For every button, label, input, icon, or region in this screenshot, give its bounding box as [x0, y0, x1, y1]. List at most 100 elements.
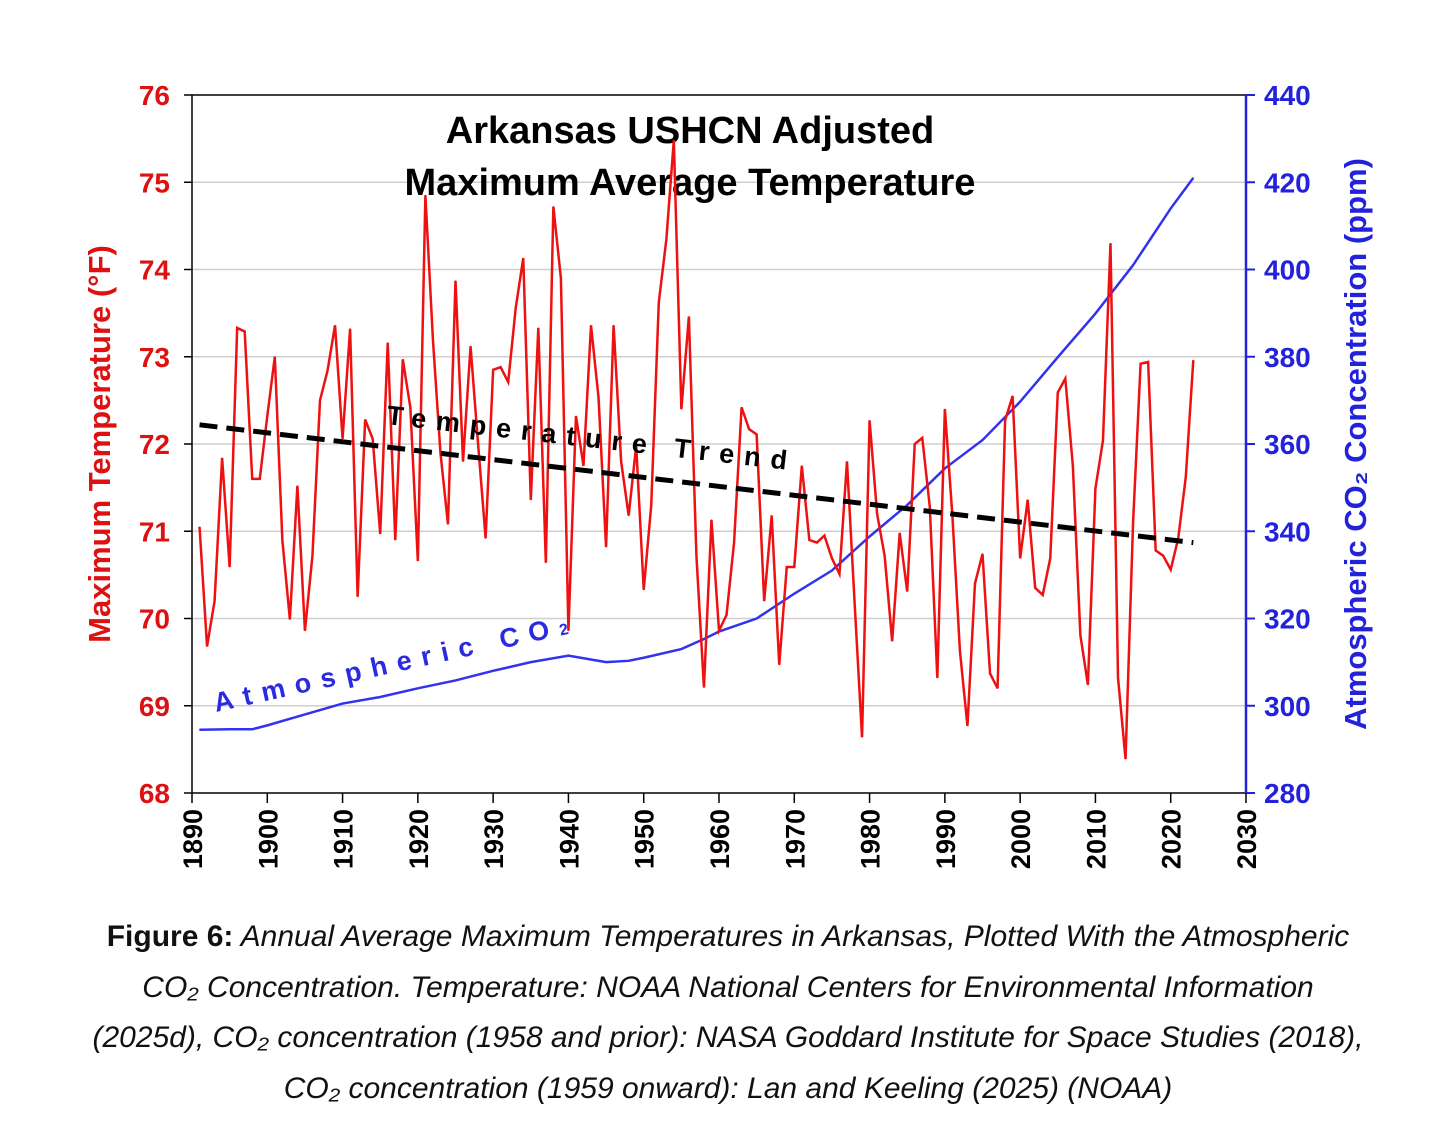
co2-point [492, 670, 494, 672]
temperature-point [582, 465, 584, 467]
temperature-point [1087, 684, 1089, 686]
temperature-point [673, 139, 675, 141]
x-tick-label: 1900 [253, 809, 283, 869]
temperature-point [409, 406, 411, 408]
x-tick-label: 1980 [856, 809, 886, 869]
temperature-point [447, 523, 449, 525]
temperature-point [613, 324, 615, 326]
x-tick-label: 1930 [479, 809, 509, 869]
temperature-point [417, 560, 419, 562]
left-tick-label: 75 [139, 167, 170, 198]
caption-line-4: CO₂ concentration (1959 onward): Lan and… [283, 1071, 1173, 1105]
trend-line [199, 422, 1194, 546]
temperature-point [530, 499, 532, 501]
temperature-point [387, 342, 389, 344]
temperature-point [470, 345, 472, 347]
co2-point [304, 713, 306, 715]
x-tick-label: 1890 [178, 809, 208, 869]
temperature-point [793, 566, 795, 568]
x-tick-label: 2010 [1081, 809, 1111, 869]
temperature-point [507, 381, 509, 383]
temperature-point [936, 677, 938, 679]
co2-point [944, 467, 946, 469]
co2-point [1132, 264, 1134, 266]
co2-point [199, 729, 201, 731]
temperature-point [1004, 419, 1006, 421]
co2-point [680, 648, 682, 650]
co2-point [718, 631, 720, 633]
temperature-point [982, 553, 983, 555]
x-tick-label: 1910 [329, 809, 359, 869]
co2-point [530, 661, 532, 663]
temperature-point [296, 485, 298, 487]
temperature-point [816, 542, 818, 544]
temperature-point [1132, 522, 1134, 524]
temperature-point [1019, 557, 1021, 559]
caption-line-2: CO₂ Concentration. Temperature: NOAA Nat… [142, 970, 1314, 1004]
temperature-point [1185, 476, 1187, 478]
left-tick-label: 71 [139, 516, 170, 547]
temperature-point [575, 415, 577, 417]
right-tick-label: 340 [1264, 516, 1311, 547]
temperature-point [229, 566, 231, 568]
co2-point [251, 728, 253, 730]
left-tick-label: 74 [139, 255, 171, 286]
temperature-point [763, 600, 765, 602]
co2-point [1192, 177, 1194, 179]
axis-ticks: 68 69 70 71 72 73 74 75 76 280 300 320 340 360 380 400 4… [139, 80, 1311, 869]
temperature-point [748, 428, 750, 430]
co2-point [1170, 207, 1172, 209]
temperature-point [274, 356, 276, 358]
temperature-point [1057, 392, 1059, 394]
chart-title-line2: Maximum Average Temperature [405, 162, 976, 204]
temperature-point [1049, 557, 1051, 559]
temperature-point [364, 419, 366, 421]
co2-point [1094, 313, 1096, 315]
temperature-point [500, 366, 502, 368]
temperature-point [206, 645, 208, 647]
temperature-point [1034, 587, 1036, 589]
co2-point [1019, 401, 1021, 403]
temperature-point [522, 257, 524, 259]
left-tick-label: 70 [139, 604, 170, 635]
x-tick-label: 1940 [554, 809, 584, 869]
temperature-point [929, 506, 931, 508]
temperature-point [199, 526, 201, 528]
temperature-point [477, 443, 479, 445]
co2-point [379, 696, 381, 698]
co2-point [643, 657, 645, 659]
temperature-point [1102, 440, 1104, 442]
co2-point [605, 661, 607, 663]
temperature-point [966, 725, 968, 727]
temperature-point [289, 618, 291, 620]
co2-point [628, 660, 630, 662]
temperature-point [921, 437, 923, 439]
temperature-point [620, 460, 622, 462]
x-tick-label: 2000 [1006, 809, 1036, 869]
temperature-point [537, 327, 539, 329]
temperature-point [259, 478, 261, 480]
temperature-point [891, 640, 893, 642]
temperature-point [688, 316, 690, 318]
temperature-point [402, 358, 404, 360]
temperature-point [1147, 361, 1149, 363]
temperature-point [372, 438, 374, 440]
temperature-point [726, 614, 728, 616]
co2-point [455, 679, 456, 681]
temperature-point [1170, 569, 1172, 571]
temperature-point [1072, 465, 1074, 467]
temperature-point [394, 539, 396, 541]
x-tick-label: 2020 [1157, 809, 1187, 869]
left-tick-label: 68 [139, 778, 170, 809]
co2-point [906, 504, 908, 506]
right-axis-label: Atmospheric CO₂ Concentration (ppm) [1338, 158, 1373, 730]
temperature-point [1109, 242, 1111, 244]
co2-annotation-sub: 2 [558, 619, 580, 640]
left-tick-label: 73 [139, 342, 170, 373]
co2-point [417, 687, 419, 689]
temperature-point [801, 465, 803, 467]
temperature-point [349, 328, 351, 330]
temperature-point [959, 650, 961, 652]
right-tick-label: 300 [1264, 691, 1311, 722]
temperature-point [756, 433, 758, 435]
